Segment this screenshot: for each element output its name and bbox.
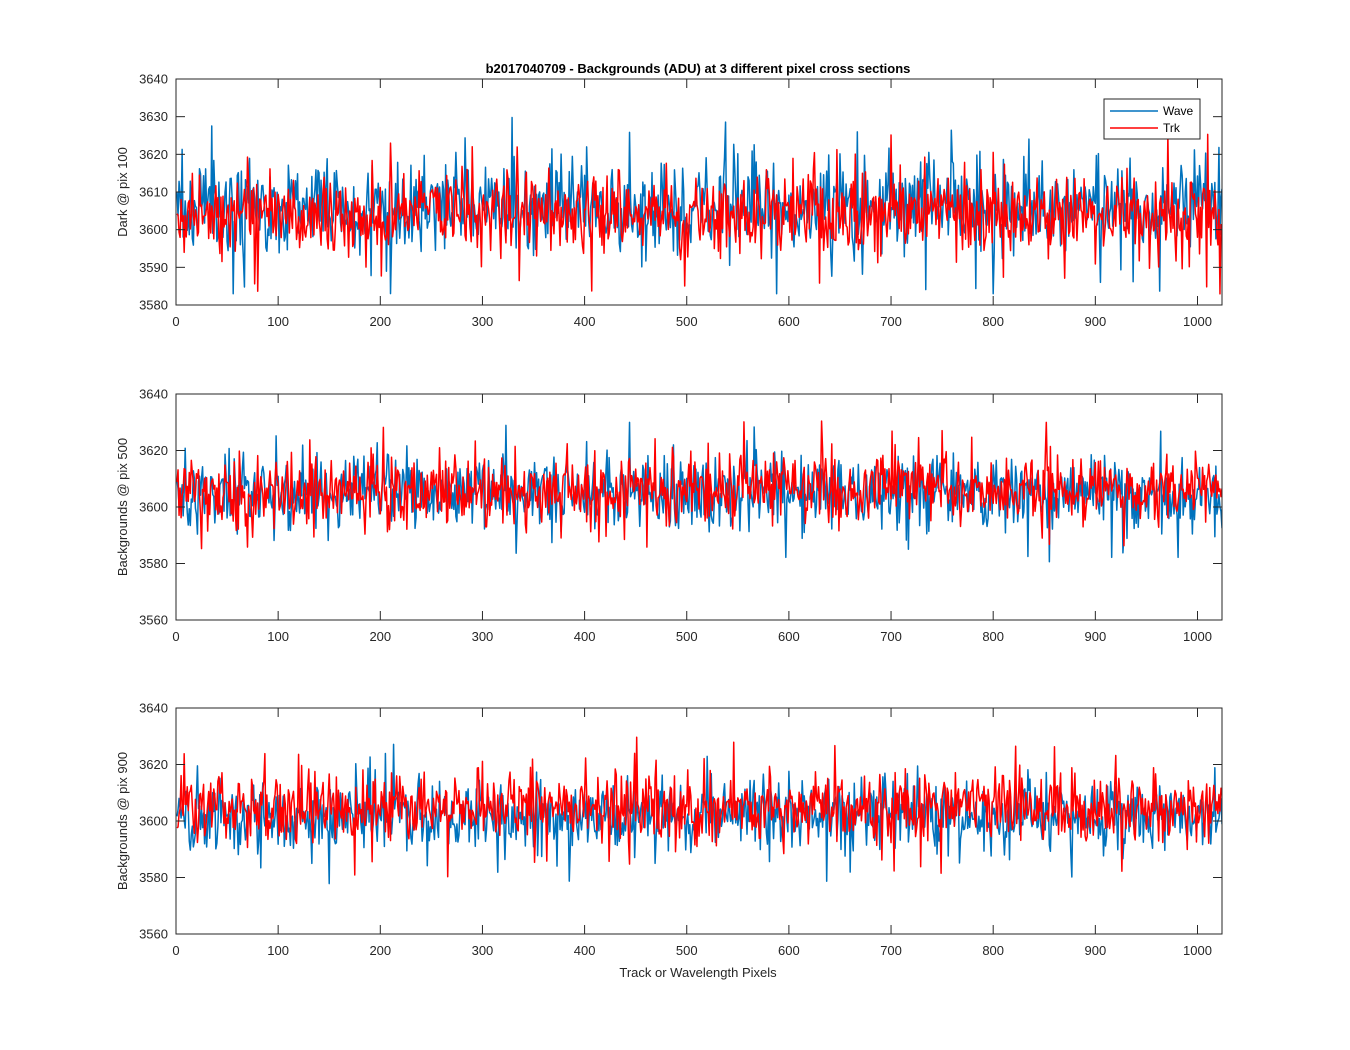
y-tick-label: 3580 (139, 870, 168, 885)
series-line-trk (176, 420, 1222, 550)
x-tick-label: 300 (472, 629, 494, 644)
x-tick-label: 0 (172, 629, 179, 644)
y-tick-label: 3600 (139, 222, 168, 237)
y-tick-label: 3640 (139, 387, 168, 402)
y-axis-label: Backgrounds @ pix 500 (115, 438, 130, 576)
series-group (176, 736, 1222, 885)
x-tick-label: 600 (778, 314, 800, 329)
x-tick-label: 800 (982, 629, 1004, 644)
legend-label-wave: Wave (1163, 104, 1194, 118)
x-tick-label: 600 (778, 629, 800, 644)
series-line-trk (176, 133, 1222, 295)
y-tick-label: 3600 (139, 814, 168, 829)
x-tick-label: 200 (369, 629, 391, 644)
x-tick-label: 500 (676, 943, 698, 958)
y-tick-label: 3610 (139, 185, 168, 200)
x-tick-label: 100 (267, 314, 289, 329)
y-tick-label: 3640 (139, 72, 168, 87)
x-tick-label: 1000 (1183, 943, 1212, 958)
y-tick-label: 3580 (139, 298, 168, 313)
subplots: 0 100 200 300 400 500 600 700 800 900 100035803590… (115, 72, 1223, 958)
x-tick-label: 900 (1084, 314, 1106, 329)
x-tick-label: 400 (574, 629, 596, 644)
x-tick-label: 500 (676, 629, 698, 644)
x-tick-label: 700 (880, 943, 902, 958)
plot-area (176, 79, 1222, 305)
series-group (176, 420, 1222, 563)
series-group (176, 116, 1222, 295)
x-tick-label: 900 (1084, 943, 1106, 958)
x-tick-label: 800 (982, 314, 1004, 329)
y-tick-label: 3620 (139, 443, 168, 458)
legend: Wave Trk (1103, 98, 1201, 140)
x-tick-label: 500 (676, 314, 698, 329)
x-tick-label: 700 (880, 629, 902, 644)
x-tick-label: 0 (172, 943, 179, 958)
subplot-1: 0 100 200 300 400 500 600 700 800 900 1000 3580 3590… (115, 72, 1223, 329)
y-tick-label: 3630 (139, 109, 168, 124)
y-axis-label: Backgrounds @ pix 900 (115, 752, 130, 890)
legend-label-trk: Trk (1163, 121, 1181, 135)
y-tick-label: 3640 (139, 701, 168, 716)
x-tick-label: 0 (172, 314, 179, 329)
x-tick-label: 1000 (1183, 629, 1212, 644)
subplot-3: 0 100 200 300 400 500 600 700 800 900 1000 3560 3580… (115, 701, 1223, 958)
x-tick-label: 900 (1084, 629, 1106, 644)
y-tick-label: 3620 (139, 147, 168, 162)
y-tick-label: 3580 (139, 556, 168, 571)
x-tick-label: 600 (778, 943, 800, 958)
x-tick-label: 300 (472, 314, 494, 329)
legend-box (1103, 98, 1201, 140)
subplot-2: 0 100 200 300 400 500 600 700 800 900 1000 3560 3580… (115, 387, 1223, 644)
x-tick-label: 200 (369, 314, 391, 329)
y-tick-label: 3560 (139, 613, 168, 628)
x-tick-label: 700 (880, 314, 902, 329)
chart-title: b2017040709 - Backgrounds (ADU) at 3 dif… (486, 61, 911, 76)
x-tick-label: 400 (574, 943, 596, 958)
x-tick-label: 1000 (1183, 314, 1212, 329)
y-tick-label: 3590 (139, 260, 168, 275)
y-tick-label: 3560 (139, 927, 168, 942)
x-tick-label: 800 (982, 943, 1004, 958)
y-tick-label: 3600 (139, 500, 168, 515)
x-tick-label: 200 (369, 943, 391, 958)
x-tick-label: 400 (574, 314, 596, 329)
series-line-trk (176, 736, 1222, 878)
y-tick-label: 3620 (139, 757, 168, 772)
x-tick-label: 100 (267, 629, 289, 644)
x-tick-label: 100 (267, 943, 289, 958)
y-axis-label: Dark @ pix 100 (115, 147, 130, 237)
x-axis-label: Track or Wavelength Pixels (619, 965, 777, 980)
x-tick-label: 300 (472, 943, 494, 958)
